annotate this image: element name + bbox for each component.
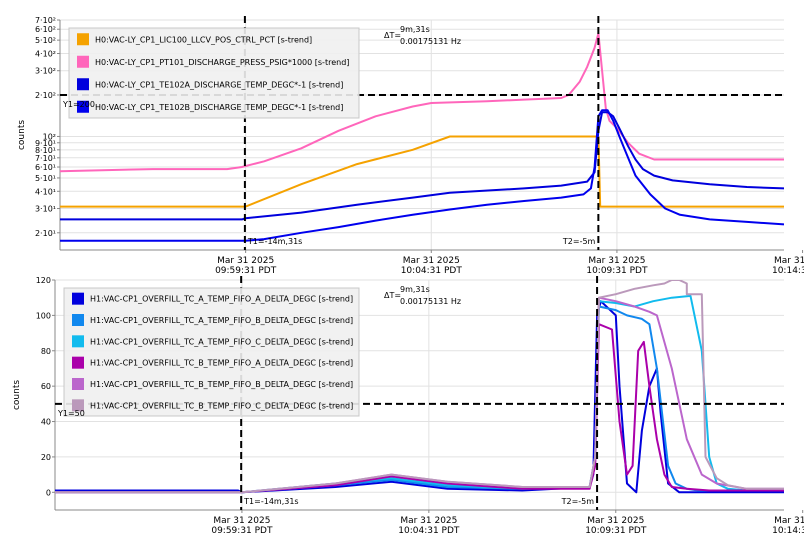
y-tick-label: 4·10¹ (35, 187, 56, 196)
delta-time: 9m,31s (400, 25, 430, 34)
legend-swatch (72, 314, 84, 326)
y-tick-label: 3·10² (35, 67, 56, 76)
x-tick-date: Mar 31 2025 (774, 516, 804, 526)
y-tick-label: 20 (41, 453, 51, 462)
series-line-6 (55, 280, 784, 494)
legend-swatch (77, 78, 89, 91)
y-tick-label: 2·10² (35, 91, 56, 100)
y-tick-label: 2·10¹ (35, 229, 56, 238)
y-tick-label: 5·10¹ (35, 174, 56, 183)
y-tick-label: 6·10² (35, 25, 56, 34)
legend-label: H0:VAC-LY_CP1_LIC100_LLCV_POS_CTRL_PCT [… (95, 35, 312, 44)
x-tick-time: 10:14:31 PDT (772, 266, 804, 276)
legend-box (68, 27, 360, 119)
x-tick-time: 10:09:31 PDT (586, 266, 648, 276)
y-tick-label: 4·10² (35, 49, 56, 58)
x-tick-time: 09:59:31 PDT (215, 266, 277, 276)
series-line-3 (60, 111, 784, 221)
x-tick-date: Mar 31 2025 (213, 516, 270, 526)
y-axis-title: counts (17, 120, 27, 150)
legend-swatch (72, 356, 84, 369)
cursor-t1-label: T1=-14m,31s (243, 497, 298, 506)
legend-swatch (77, 100, 89, 113)
y-tick-label: 7·10² (35, 16, 56, 25)
legend-swatch (72, 335, 84, 348)
chart-panel-1: 2·10¹ 3·10¹ 4·10¹ 5·10¹ 6·10¹7·10¹8·10¹9·10¹… (17, 16, 804, 276)
legend-label: H0:VAC-LY_CP1_PT101_DISCHARGE_PRESS_PSIG… (95, 58, 349, 67)
legend-label: H1:VAC-CP1_OVERFILL_TC_A_TEMP_FIFO_A_DEL… (90, 295, 353, 304)
legend-label: H0:VAC-LY_CP1_TE102A_DISCHARGE_TEMP_DEGC… (95, 80, 343, 89)
legend: H1:VAC-CP1_OVERFILL_TC_A_TEMP_FIFO_A_DEL… (63, 287, 360, 417)
y-tick-label: 6·10¹ (35, 163, 56, 172)
legend-swatch (72, 399, 84, 412)
legend: H0:VAC-LY_CP1_LIC100_LLCV_POS_CTRL_PCT [… (68, 27, 360, 119)
x-tick-time: 10:14:31 PDT (772, 526, 804, 536)
cursor-t2-label: T2=-5m (561, 497, 595, 506)
x-tick-date: Mar 31 2025 (403, 256, 460, 266)
x-tick-date: Mar 31 2025 (217, 256, 274, 266)
series-lines (55, 280, 784, 494)
y-tick-label: 9·10¹ (35, 139, 56, 148)
y-tick-label: 100 (36, 311, 51, 320)
legend-label: H1:VAC-CP1_OVERFILL_TC_A_TEMP_FIFO_C_DEL… (90, 337, 353, 346)
x-tick-date: Mar 31 2025 (588, 256, 645, 266)
y-tick-label: 60 (41, 382, 51, 391)
legend-label: H1:VAC-CP1_OVERFILL_TC_B_TEMP_FIFO_C_DEL… (90, 401, 353, 410)
cursor-t2-label: T2=-5m (562, 237, 596, 246)
delta-label: ΔT= (384, 291, 401, 300)
y-tick-label: 120 (36, 276, 51, 285)
y-tick-label: 40 (41, 418, 51, 427)
y-tick-label: 7·10¹ (35, 154, 56, 163)
legend-label: H1:VAC-CP1_OVERFILL_TC_B_TEMP_FIFO_A_DEL… (90, 359, 353, 368)
legend-box (63, 287, 360, 417)
legend-label: H0:VAC-LY_CP1_TE102B_DISCHARGE_TEMP_DEGC… (95, 103, 343, 112)
x-tick-date: Mar 31 2025 (587, 516, 644, 526)
series-line-4 (55, 323, 784, 494)
x-tick-date: Mar 31 2025 (400, 516, 457, 526)
legend-swatch (72, 292, 84, 305)
legend-label: H1:VAC-CP1_OVERFILL_TC_A_TEMP_FIFO_B_DEL… (90, 316, 353, 325)
y-tick-label: 10² (43, 132, 56, 141)
x-tick-time: 09:59:31 PDT (211, 526, 273, 536)
x-tick-time: 10:04:31 PDT (401, 266, 463, 276)
delta-freq: 0.00175131 Hz (400, 297, 461, 306)
delta-freq: 0.00175131 Hz (400, 37, 461, 46)
y-tick-label: 3·10¹ (35, 205, 56, 214)
legend-swatch (77, 33, 89, 46)
delta-time: 9m,31s (400, 285, 430, 294)
legend-swatch (77, 55, 89, 68)
y-tick-label: 8·10¹ (35, 146, 56, 155)
x-tick-time: 10:04:31 PDT (398, 526, 460, 536)
delta-label: ΔT= (384, 31, 401, 40)
cursor-t1-label: T1=-14m,31s (247, 237, 302, 246)
legend-label: H1:VAC-CP1_OVERFILL_TC_B_TEMP_FIFO_B_DEL… (90, 380, 353, 389)
series-line-2 (60, 32, 784, 173)
legend-swatch (72, 378, 84, 390)
y-tick-label: 0 (46, 488, 51, 497)
x-tick-date: Mar 31 2025 (774, 256, 804, 266)
y-tick-label: 80 (41, 347, 51, 356)
x-tick-time: 10:09:31 PDT (585, 526, 647, 536)
cursor-y-label: Y1=200 (62, 100, 95, 109)
y-tick-label: 5·10² (35, 36, 56, 45)
series-line-1 (55, 300, 784, 494)
cursor-y-label: Y1=50 (57, 409, 85, 418)
y-axis-title: counts (12, 380, 22, 410)
series-line-4 (60, 109, 784, 242)
